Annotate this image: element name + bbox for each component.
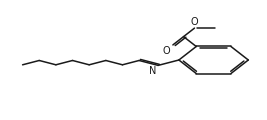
Text: N: N	[149, 66, 157, 76]
Text: O: O	[162, 45, 170, 56]
Text: O: O	[191, 17, 198, 27]
